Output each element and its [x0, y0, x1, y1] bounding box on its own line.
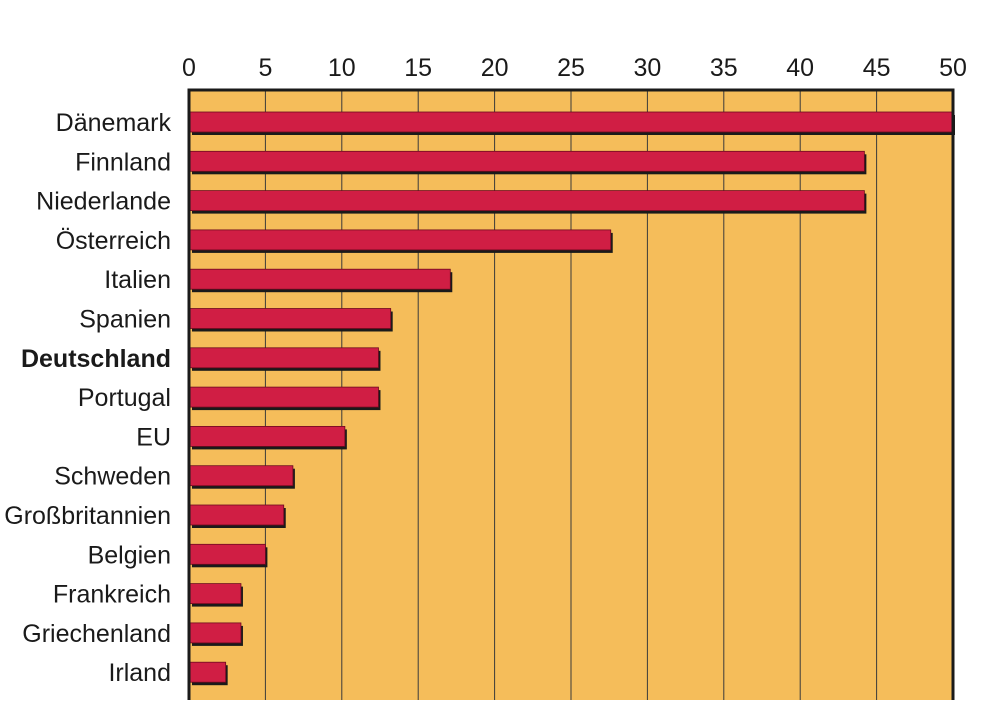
x-tick-label: 50 [939, 54, 967, 82]
bar [188, 622, 242, 644]
x-tick-label: 15 [404, 54, 432, 82]
category-label: Dänemark [56, 109, 172, 137]
category-label: Großbritannien [4, 502, 171, 530]
x-tick-label: 35 [710, 54, 738, 82]
category-label: Irland [108, 659, 171, 687]
bar [188, 465, 294, 487]
plot-frame [187, 88, 955, 705]
category-label: Österreich [56, 227, 171, 255]
bar [188, 111, 954, 133]
bar [188, 661, 227, 683]
category-label: Finnland [75, 148, 171, 176]
category-label: Deutschland [21, 345, 171, 373]
bar [188, 268, 451, 290]
bar [188, 386, 379, 408]
category-label: Belgien [88, 541, 171, 569]
category-label: Griechenland [22, 620, 171, 648]
bar [188, 347, 379, 369]
category-label: Italien [104, 266, 171, 294]
bar [188, 504, 285, 526]
x-tick-label: 25 [557, 54, 585, 82]
x-tick-label: 45 [863, 54, 891, 82]
bar [188, 229, 612, 251]
bar [188, 190, 865, 212]
bar [188, 425, 346, 447]
category-label: Schweden [54, 463, 171, 491]
category-label: Niederlande [36, 188, 171, 216]
x-tick-label: 30 [633, 54, 661, 82]
category-label: Frankreich [53, 581, 171, 609]
x-tick-label: 0 [182, 54, 196, 82]
category-label: Spanien [79, 306, 171, 334]
category-label: EU [136, 423, 171, 451]
bar [188, 543, 266, 565]
bar [188, 150, 865, 172]
x-tick-label: 20 [481, 54, 509, 82]
x-tick-label: 5 [258, 54, 272, 82]
category-label: Portugal [78, 384, 171, 412]
bar [188, 583, 242, 604]
x-tick-label: 40 [786, 54, 814, 82]
bar [188, 308, 392, 329]
x-tick-label: 10 [328, 54, 356, 82]
